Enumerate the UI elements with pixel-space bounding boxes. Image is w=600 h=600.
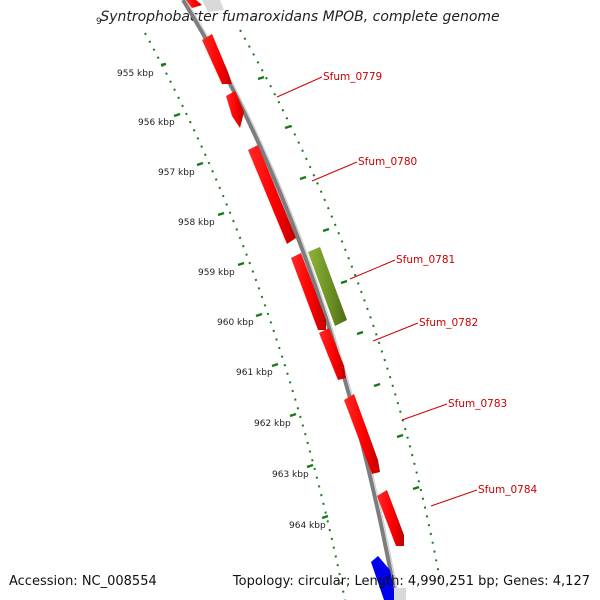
- gene-feature-sfum-0782-a[interactable]: [291, 253, 326, 330]
- tick-label: 964 kbp: [289, 521, 326, 531]
- tick-label: 956 kbp: [138, 118, 175, 128]
- gene-feature-sfum-0780[interactable]: [248, 145, 296, 244]
- gene-feature-partial-top-gray: [202, 0, 224, 12]
- gene-feature-partial-top[interactable]: [186, 0, 202, 8]
- tick-label: 963 kbp: [272, 470, 309, 480]
- gene-feature-sfum-0781[interactable]: [308, 247, 347, 326]
- gene-feature-sfum-0782[interactable]: [319, 328, 346, 380]
- inner-major-ticks: [160, 62, 329, 520]
- gene-feature-reverse[interactable]: [371, 556, 396, 600]
- tick-label-clipped: 9: [96, 17, 102, 27]
- tick-label: 955 kbp: [117, 69, 154, 79]
- gene-feature-sfum-0784[interactable]: [377, 490, 404, 546]
- gene-label-sfum-0782[interactable]: Sfum_0782: [419, 317, 478, 329]
- accession-label: Accession: NC_008554: [9, 574, 157, 589]
- tick-label: 960 kbp: [217, 318, 254, 328]
- gene-label-sfum-0784[interactable]: Sfum_0784: [478, 484, 538, 496]
- genome-stats-label: Topology: circular; Length: 4,990,251 bp…: [232, 574, 590, 589]
- inner-scale-ring: [144, 32, 346, 600]
- tick-label: 962 kbp: [254, 419, 291, 429]
- tick-label: 959 kbp: [198, 268, 235, 278]
- gene-feature-sfum-0783[interactable]: [344, 394, 380, 474]
- tick-label: 961 kbp: [236, 368, 273, 378]
- tick-label: 958 kbp: [178, 218, 215, 228]
- gene-label-sfum-0779[interactable]: Sfum_0779: [323, 71, 382, 83]
- gene-features[interactable]: [186, 0, 406, 600]
- gene-label-sfum-0780[interactable]: Sfum_0780: [358, 156, 417, 168]
- tick-label: 957 kbp: [158, 168, 195, 178]
- outer-major-ticks: [257, 75, 420, 491]
- map-title: Syntrophobacter fumaroxidans MPOB, compl…: [100, 9, 500, 25]
- gene-feature-sfum-0779[interactable]: [202, 34, 232, 84]
- gene-label-sfum-0783[interactable]: Sfum_0783: [448, 398, 507, 410]
- gene-feature-sfum-0780-a[interactable]: [226, 91, 244, 128]
- outer-dotted-ring: [239, 29, 441, 581]
- gene-label-sfum-0781[interactable]: Sfum_0781: [396, 254, 455, 266]
- gene-feature-gray-bottom: [394, 588, 406, 600]
- leader-lines: [276, 76, 478, 507]
